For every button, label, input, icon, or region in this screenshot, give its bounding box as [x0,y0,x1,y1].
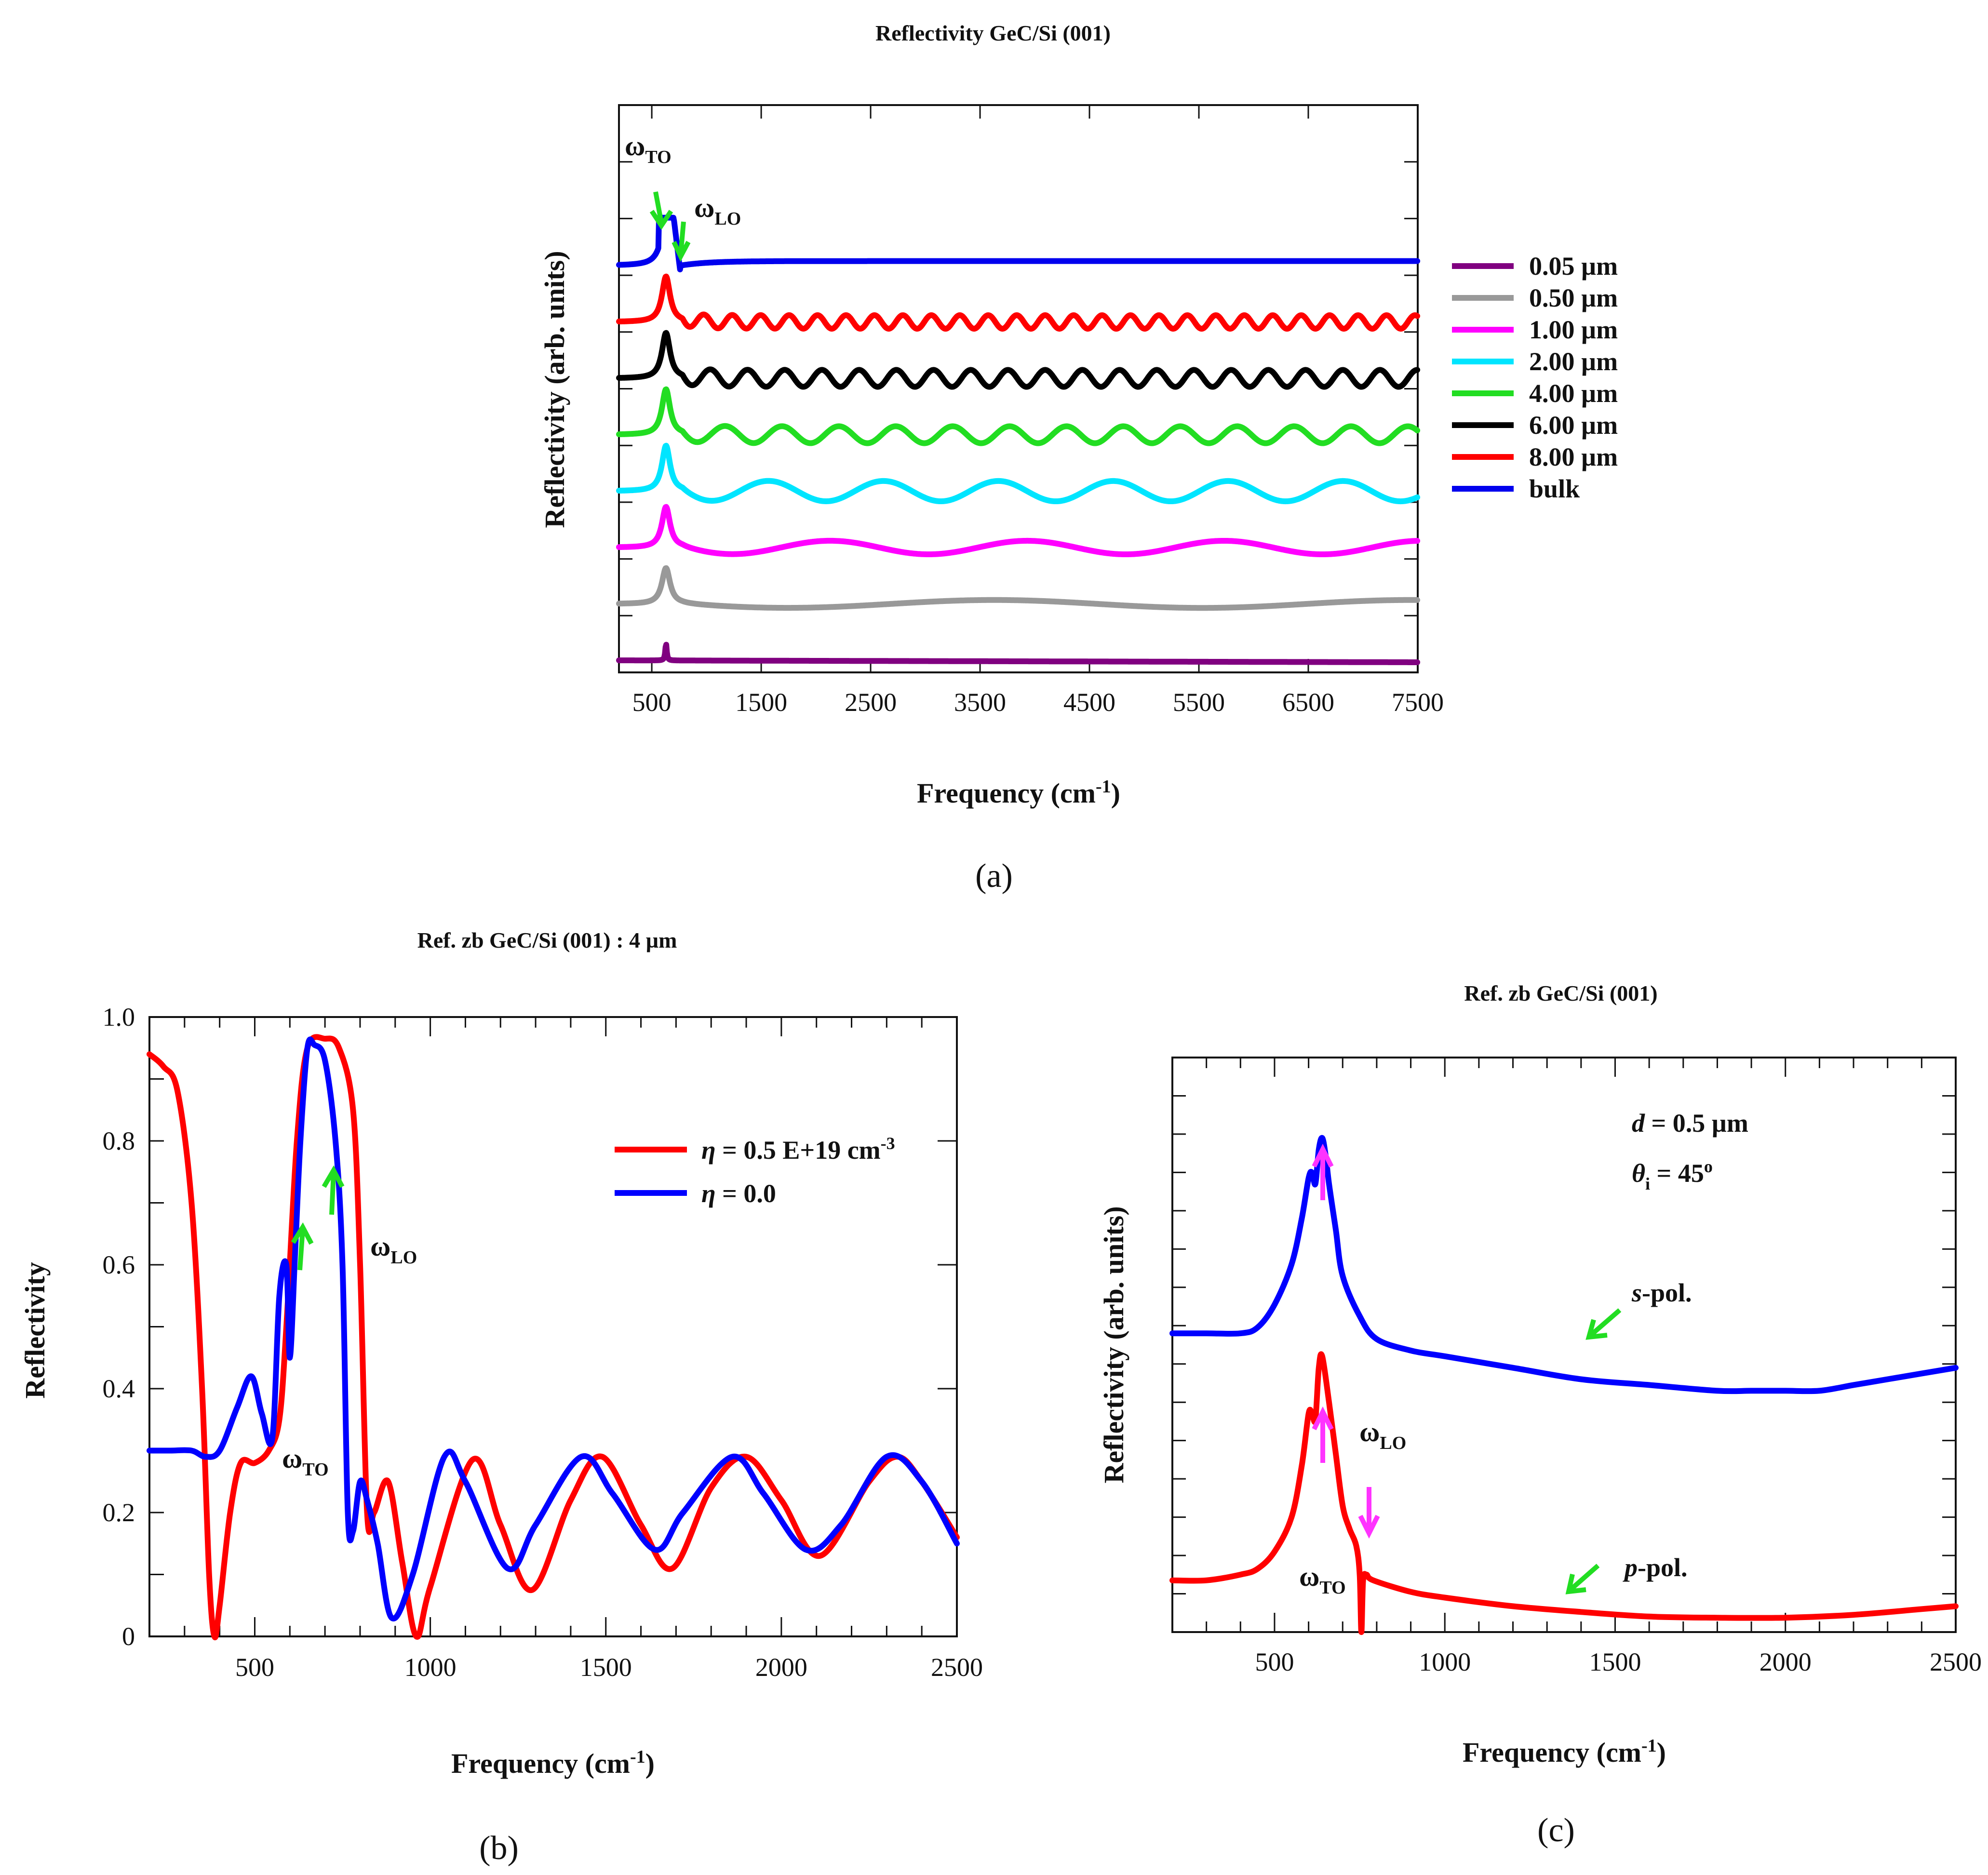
panel-b-series [147,1034,960,1640]
panel-a-plot-frame [618,104,1419,673]
panel-a-series-4-00-m [616,386,1421,446]
panel-c-xtick-label: 1000 [1419,1647,1471,1676]
panel-a-legend-label-8-00-m: 8.00 µm [1529,442,1618,471]
panel-b-xtick-label: 500 [235,1653,274,1682]
panel-c-p-pol-pointer-icon [1565,1564,1600,1594]
panel-a-omega-lo-arrow-icon [672,221,691,262]
panel-a-xtick-label: 3500 [954,688,1006,717]
panel-c-x-axis-label: Frequency (cm-1) [1463,1736,1666,1768]
panel-a-xtick-label: 1500 [735,688,787,717]
panel-b-ytick-label: 0.4 [103,1374,135,1403]
panel-a-legend-label-1-00-m: 1.00 µm [1529,315,1618,344]
panel-c: Ref. zb GeC/Si (001) 500 1000 1500 2000 2500… [1098,981,1982,1849]
panel-b-xtick-label: 1500 [580,1653,632,1682]
panel-a-y-axis-label: Reflectivity (arb. units) [539,251,570,528]
panel-a-x-tick-labels: 500 1500 2500 3500 4500 5500 6500 7500 [632,688,1444,717]
panel-c-title: Ref. zb GeC/Si (001) [1464,981,1657,1005]
panel-c-omega-lo-label: ωLO [1359,1416,1406,1453]
panel-a-series-0-05-m [616,642,1421,665]
panel-a-series-8-00-m [616,273,1421,332]
panel-b-ytick-label: 0.6 [103,1250,135,1279]
panel-c-p-pol-to-arrow-icon [1312,1406,1334,1463]
panel-c-p-pol-label: p-pol. [1623,1553,1688,1582]
panel-a-xtick-label: 500 [632,688,672,717]
panel-c-series-s-pol [1169,1135,1959,1394]
panel-b-x-axis-label: Frequency (cm-1) [451,1747,655,1779]
panel-b-xtick-label: 1000 [404,1653,457,1682]
panel-a-series-bulk [616,214,1421,272]
panel-a-legend-label-2-00-m: 2.00 µm [1529,347,1618,376]
panel-b-series-eta-0 [147,1036,960,1621]
panel-c-s-pol-arrow-icon [1312,1143,1334,1200]
panel-b-title: Ref. zb GeC/Si (001) : 4 µm [417,928,677,952]
panel-a-legend-label-6-00-m: 6.00 µm [1529,411,1618,440]
panel-b-ytick-label: 0 [122,1622,135,1651]
panel-a-series-1-00-m [616,504,1421,557]
panel-a-ticks [619,105,1419,672]
caption-b: (b) [479,1830,519,1867]
panel-b-omega-to-label: ωTO [282,1443,329,1480]
panel-c-series [1169,1135,1959,1635]
panel-c-y-axis-label: Reflectivity (arb. units) [1098,1206,1129,1483]
panel-b-xtick-label: 2000 [755,1653,807,1682]
caption-c: (c) [1537,1812,1575,1849]
panel-a-xtick-label: 4500 [1063,688,1115,717]
panel-c-ticks [1172,1058,1957,1632]
panel-c-xtick-label: 2500 [1930,1647,1982,1676]
panel-a-legend-label-bulk: bulk [1529,474,1580,503]
panel-a-omega-lo-label: ωLO [694,192,741,229]
panel-b-omega-lo-arrow-icon [322,1165,345,1215]
panel-c-series-p-pol [1169,1351,1959,1635]
panel-b-y-tick-labels: 0 0.2 0.4 0.6 0.8 1.0 [103,1003,135,1651]
panel-c-xtick-label: 1500 [1589,1647,1641,1676]
panel-c-plot-frame [1171,1057,1957,1633]
panel-b-ytick-label: 0.8 [103,1126,135,1155]
panel-c-p-pol-lo-arrow-icon [1358,1487,1380,1539]
panel-a-series-6-00-m [616,330,1421,390]
panel-b-legend-label-eta-0: η = 0.0 [701,1179,776,1208]
panel-b-legend: η = 0.5 E+19 cm-3 η = 0.0 [615,1134,895,1208]
panel-c-param-d: d = 0.5 µm [1632,1109,1748,1138]
panel-b-omega-to-arrow-icon [291,1222,314,1271]
panel-c-omega-to-label: ωTO [1299,1561,1346,1598]
panel-a-x-axis-label: Frequency (cm-1) [917,777,1120,809]
panel-a-legend-label-0-05-m: 0.05 µm [1529,252,1618,281]
panel-a-title: Reflectivity GeC/Si (001) [875,21,1111,45]
caption-a: (a) [975,857,1013,895]
panel-c-xtick-label: 2000 [1760,1647,1812,1676]
panel-c-s-pol-pointer-icon [1585,1308,1622,1340]
panel-b: Ref. zb GeC/Si (001) : 4 µm 500 1000 1500 2… [19,928,983,1867]
panel-a-series-2-00-m [616,442,1421,505]
panel-b-omega-lo-label: ωLO [370,1231,417,1268]
panel-a-xtick-label: 5500 [1173,688,1225,717]
panel-a-legend: 0.05 µm0.50 µm 1.00 µm 2.00 µm 4.00 µm 6.00 … [1452,252,1618,503]
panel-b-y-axis-label: Reflectivity [19,1262,51,1398]
panel-c-param-theta: θi = 45o [1632,1157,1713,1193]
panel-a-xtick-label: 7500 [1392,688,1444,717]
panel-a-legend-label-0-50-m: 0.50 µm [1529,283,1618,312]
panel-c-x-tick-labels: 500 1000 1500 2000 2500 [1255,1647,1982,1676]
panel-b-x-tick-labels: 500 1000 1500 2000 2500 [235,1653,983,1682]
panel-a-series [616,214,1421,665]
panel-a-series-0-50-m [616,565,1421,611]
panel-a: Reflectivity GeC/Si (001) 500 1500 2500 350… [539,21,1618,895]
panel-a-legend-label-4-00-m: 4.00 µm [1529,379,1618,408]
panel-b-series-eta-05 [147,1034,960,1640]
panel-b-legend-label-eta-05: η = 0.5 E+19 cm-3 [701,1134,895,1165]
panel-a-xtick-label: 6500 [1282,688,1334,717]
panel-b-ytick-label: 0.2 [103,1498,135,1527]
panel-c-xtick-label: 500 [1255,1647,1294,1676]
panel-c-s-pol-label: s-pol. [1631,1278,1692,1307]
panel-a-omega-to-arrow-icon [649,191,673,230]
panel-a-xtick-label: 2500 [845,688,897,717]
panel-b-ytick-label: 1.0 [103,1003,135,1031]
panel-b-xtick-label: 2500 [931,1653,983,1682]
